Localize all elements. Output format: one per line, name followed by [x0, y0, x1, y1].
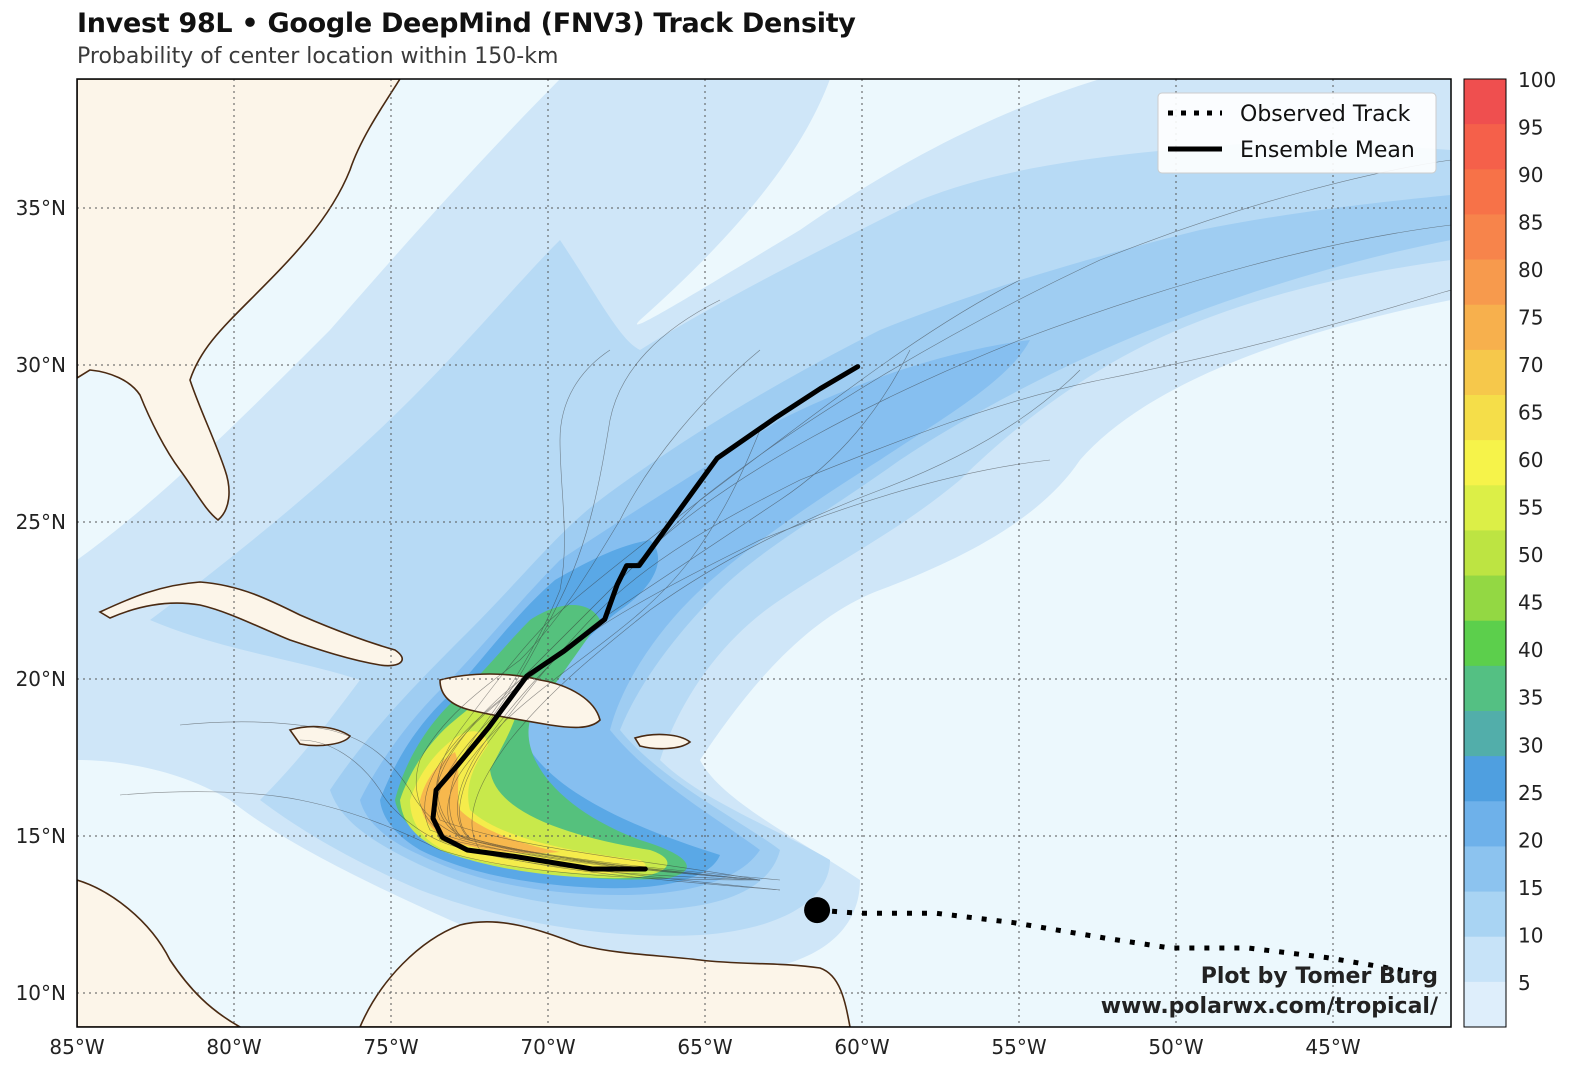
colorbar-segment	[1464, 349, 1506, 396]
graticule	[77, 79, 1451, 1027]
colorbar-segment	[1464, 124, 1506, 170]
south-america-land	[77, 879, 242, 1027]
colorbar-segment	[1464, 756, 1506, 802]
colorbar-label: 45	[1518, 591, 1543, 615]
lat-tick-labels: 35°N 30°N 25°N 20°N 15°N 10°N	[16, 196, 66, 1005]
lat-tick: 15°N	[16, 824, 66, 848]
colorbar-segment	[1464, 395, 1506, 441]
lon-tick: 45°W	[1305, 1035, 1360, 1059]
colorbar-label: 95	[1518, 116, 1543, 140]
north-america-land	[77, 79, 401, 522]
colorbar-segment	[1464, 485, 1506, 531]
credit-url: www.polarwx.com/tropical/	[1101, 994, 1439, 1019]
colorbar-segment	[1464, 711, 1506, 757]
colorbar-segment	[1464, 575, 1506, 622]
colorbar-segment	[1464, 620, 1506, 667]
map-frame	[76, 78, 1452, 1028]
colorbar-label: 60	[1518, 448, 1543, 472]
colorbar-segment	[1464, 214, 1506, 261]
colorbar-label: 55	[1518, 496, 1543, 520]
credit-author: Plot by Tomer Burg	[1201, 964, 1438, 989]
lon-tick: 75°W	[363, 1035, 418, 1059]
colorbar-label: 30	[1518, 733, 1543, 757]
lon-tick-labels: 85°W 80°W 75°W 70°W 65°W 60°W 55°W 50°W …	[49, 1035, 1360, 1059]
colorbar-label: 15	[1518, 876, 1543, 900]
colorbar-label: 50	[1518, 543, 1543, 567]
colorbar-label: 90	[1518, 163, 1543, 187]
colorbar-segment	[1464, 665, 1506, 712]
colorbar-segment	[1464, 936, 1506, 983]
colorbar-segment	[1464, 801, 1506, 847]
puerto-rico	[633, 733, 692, 750]
lon-tick: 65°W	[677, 1035, 732, 1059]
legend: Observed Track Ensemble Mean	[1157, 92, 1437, 174]
lon-tick: 60°W	[834, 1035, 889, 1059]
lon-tick: 55°W	[991, 1035, 1046, 1059]
colorbar-segment	[1464, 79, 1506, 125]
colorbar-label: 35	[1518, 686, 1543, 710]
colorbar-label: 20	[1518, 828, 1543, 852]
lon-tick: 70°W	[520, 1035, 575, 1059]
colorbar-segment	[1464, 259, 1506, 306]
colorbar: 100 95 90 85 80 75 70 65 60 55 50 45 40 35 30 25 20 15 10 5	[1464, 68, 1556, 1028]
legend-mean-label: Ensemble Mean	[1240, 138, 1415, 163]
lat-tick: 10°N	[16, 981, 66, 1005]
colorbar-label: 25	[1518, 781, 1543, 805]
lat-tick: 25°N	[16, 510, 66, 534]
lat-tick: 35°N	[16, 196, 66, 220]
colorbar-label: 10	[1518, 923, 1543, 947]
land	[77, 79, 851, 1027]
colorbar-segment	[1464, 530, 1506, 577]
lon-tick: 85°W	[49, 1035, 104, 1059]
lat-tick: 30°N	[16, 353, 66, 377]
legend-box	[1157, 92, 1437, 174]
colorbar-segment	[1464, 981, 1506, 1028]
colorbar-segment	[1464, 169, 1506, 215]
colorbar-segment	[1464, 304, 1506, 351]
colorbar-segment	[1464, 846, 1506, 893]
colorbar-segment	[1464, 891, 1506, 938]
cuba	[98, 581, 403, 667]
colorbar-segment	[1464, 440, 1506, 486]
chart-title: Invest 98L • Google DeepMind (FNV3) Trac…	[77, 8, 856, 39]
chart-subtitle: Probability of center location within 15…	[77, 44, 559, 69]
lat-tick: 20°N	[16, 667, 66, 691]
colorbar-label: 100	[1518, 68, 1556, 92]
colorbar-label: 70	[1518, 353, 1543, 377]
colorbar-label: 65	[1518, 401, 1543, 425]
current-position-marker	[804, 897, 831, 924]
legend-observed-label: Observed Track	[1240, 102, 1411, 127]
colorbar-label: 80	[1518, 258, 1543, 282]
lon-tick: 50°W	[1148, 1035, 1203, 1059]
ensemble-mean-track	[430, 364, 861, 872]
colorbar-label: 40	[1518, 638, 1543, 662]
venezuela-coast	[359, 920, 851, 1027]
colorbar-label: 75	[1518, 306, 1543, 330]
colorbar-label: 5	[1518, 971, 1531, 995]
colorbar-label: 85	[1518, 211, 1543, 235]
lon-tick: 80°W	[206, 1035, 261, 1059]
colorbar-frame	[1463, 78, 1507, 1028]
